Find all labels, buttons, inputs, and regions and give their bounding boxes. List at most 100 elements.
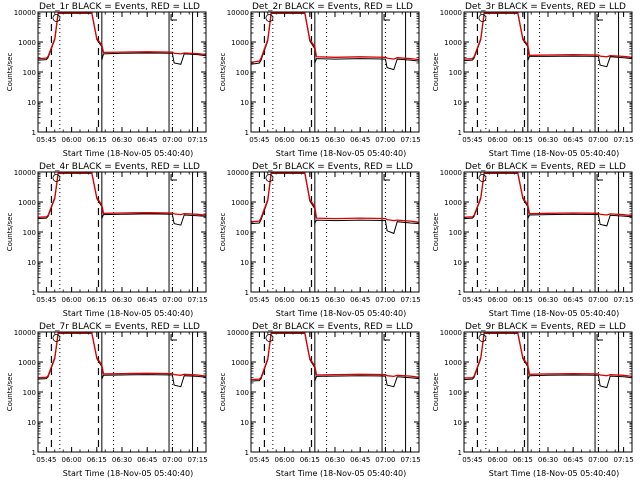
- x-tick-label: 06:15: [87, 296, 107, 304]
- x-tick-label: 06:45: [350, 296, 370, 304]
- y-tick-label: 10000: [227, 329, 249, 337]
- y-tick-label: 1: [458, 449, 462, 457]
- y-axis-label: Counts/sec: [219, 213, 227, 252]
- series-events: [463, 172, 633, 227]
- y-axis-label: Counts/sec: [219, 373, 227, 412]
- y-axis-label: Counts/sec: [432, 213, 440, 252]
- x-tick-label: 06:45: [137, 296, 157, 304]
- circle-glyph: [478, 14, 487, 22]
- x-tick-label: 07:00: [162, 296, 182, 304]
- x-tick-label: 07:15: [401, 456, 421, 464]
- y-tick-label: 1: [245, 289, 249, 297]
- bracket-glyph: [383, 14, 391, 21]
- circle-glyph: [265, 334, 274, 342]
- series-lld: [463, 172, 633, 218]
- y-tick-label: 10: [240, 419, 249, 427]
- circle-glyph: [265, 14, 274, 22]
- series-lld: [250, 12, 420, 63]
- x-tick-label: 06:00: [275, 456, 295, 464]
- panel-title: Det_9r BLACK = Events, RED = LLD: [465, 322, 626, 332]
- x-tick-label: 05:45: [36, 456, 56, 464]
- series-lld: [250, 172, 420, 223]
- panel-8: Det_8r BLACK = Events, RED = LLD Counts/s…: [219, 322, 421, 478]
- x-tick-label: 06:00: [488, 456, 508, 464]
- x-axis-label: Start Time (18-Nov-05 05:40:40): [489, 309, 619, 318]
- x-tick-label: 06:30: [538, 136, 558, 144]
- series-events: [37, 12, 207, 65]
- y-tick-label: 10: [27, 419, 36, 427]
- x-tick-label: 07:15: [401, 136, 421, 144]
- bracket-glyph: [596, 334, 604, 341]
- bracket-glyph: [170, 334, 178, 341]
- series-lld: [37, 172, 207, 218]
- x-tick-label: 06:00: [62, 136, 82, 144]
- y-tick-label: 10000: [14, 329, 36, 337]
- y-tick-label: 100: [449, 229, 462, 237]
- y-tick-label: 10000: [14, 9, 36, 17]
- y-tick-label: 100: [236, 389, 249, 397]
- x-tick-label: 07:15: [188, 456, 208, 464]
- y-tick-label: 1000: [231, 359, 249, 367]
- series-events: [250, 172, 420, 235]
- x-tick-label: 05:45: [462, 136, 482, 144]
- x-tick-label: 06:30: [538, 296, 558, 304]
- panel-4: Det_4r BLACK = Events, RED = LLD Counts/s…: [6, 162, 208, 318]
- circle-glyph: [478, 334, 487, 342]
- y-tick-label: 1000: [444, 199, 462, 207]
- panel-title: Det_3r BLACK = Events, RED = LLD: [465, 2, 626, 12]
- x-axis-label: Start Time (18-Nov-05 05:40:40): [276, 149, 406, 158]
- x-tick-label: 06:45: [563, 136, 583, 144]
- x-tick-label: 07:00: [375, 456, 395, 464]
- x-tick-label: 07:00: [375, 136, 395, 144]
- x-tick-label: 07:15: [614, 296, 634, 304]
- y-tick-label: 100: [23, 229, 36, 237]
- y-axis-label: Counts/sec: [219, 53, 227, 92]
- y-tick-label: 1: [245, 129, 249, 137]
- x-tick-label: 07:15: [188, 136, 208, 144]
- x-tick-label: 06:15: [87, 136, 107, 144]
- circle-glyph: [52, 334, 61, 342]
- x-tick-label: 06:30: [112, 296, 132, 304]
- series-lld: [37, 12, 207, 60]
- y-axis-label: Counts/sec: [6, 373, 14, 412]
- x-tick-label: 05:45: [249, 296, 269, 304]
- y-tick-label: 1: [458, 289, 462, 297]
- y-tick-label: 1: [32, 449, 36, 457]
- bracket-glyph: [170, 174, 178, 181]
- plot-frame: [250, 331, 420, 453]
- series-lld: [463, 12, 633, 60]
- panel-6: Det_6r BLACK = Events, RED = LLD Counts/s…: [432, 162, 634, 318]
- y-tick-label: 10: [27, 259, 36, 267]
- series-lld: [250, 332, 420, 381]
- y-tick-label: 1: [32, 289, 36, 297]
- series-events: [463, 12, 633, 68]
- plot-frame: [463, 11, 633, 133]
- y-tick-label: 10000: [440, 329, 462, 337]
- y-tick-label: 100: [23, 69, 36, 77]
- x-tick-label: 06:15: [513, 296, 533, 304]
- circle-glyph: [52, 174, 61, 182]
- x-tick-label: 07:00: [588, 456, 608, 464]
- circle-glyph: [52, 14, 61, 22]
- x-tick-label: 05:45: [249, 136, 269, 144]
- plot-frame: [37, 171, 207, 293]
- y-tick-label: 1: [245, 449, 249, 457]
- y-tick-label: 10000: [227, 9, 249, 17]
- x-tick-label: 06:30: [112, 456, 132, 464]
- y-tick-label: 1: [32, 129, 36, 137]
- panel-7: Det_7r BLACK = Events, RED = LLD Counts/s…: [6, 322, 208, 478]
- x-tick-label: 05:45: [462, 456, 482, 464]
- x-tick-label: 07:00: [588, 296, 608, 304]
- y-tick-label: 10000: [14, 169, 36, 177]
- x-tick-label: 06:30: [538, 456, 558, 464]
- x-tick-label: 06:15: [300, 296, 320, 304]
- panel-9: Det_9r BLACK = Events, RED = LLD Counts/s…: [432, 322, 634, 478]
- y-tick-label: 10: [240, 99, 249, 107]
- x-tick-label: 07:00: [375, 296, 395, 304]
- bracket-glyph: [383, 174, 391, 181]
- y-tick-label: 10: [453, 99, 462, 107]
- x-tick-label: 06:45: [350, 456, 370, 464]
- y-tick-label: 10: [240, 259, 249, 267]
- x-tick-label: 06:00: [275, 136, 295, 144]
- x-tick-label: 06:30: [325, 456, 345, 464]
